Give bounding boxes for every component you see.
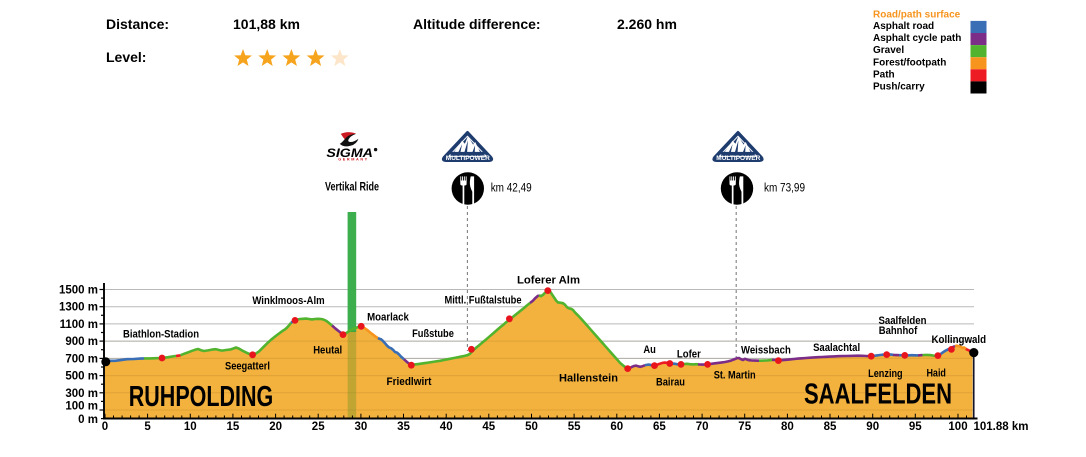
svg-text:SIGMA: SIGMA: [326, 146, 373, 160]
svg-text:Bahnhof: Bahnhof: [879, 325, 918, 337]
svg-text:700 m: 700 m: [65, 353, 98, 365]
svg-text:Push/carry: Push/carry: [873, 82, 925, 93]
svg-text:900 m: 900 m: [65, 336, 98, 348]
svg-text:Level:: Level:: [106, 49, 146, 65]
svg-text:0 m: 0 m: [78, 414, 98, 426]
svg-text:1300 m: 1300 m: [59, 302, 98, 314]
svg-text:Kollingwald: Kollingwald: [932, 334, 987, 346]
svg-text:St. Martin: St. Martin: [714, 369, 756, 381]
svg-text:5: 5: [144, 421, 151, 433]
svg-text:RUHPOLDING: RUHPOLDING: [129, 381, 274, 413]
svg-text:Saalachtal: Saalachtal: [813, 342, 860, 354]
svg-text:70: 70: [696, 421, 709, 433]
svg-text:Heutal: Heutal: [313, 345, 342, 357]
svg-text:Path: Path: [873, 69, 895, 80]
svg-text:75: 75: [738, 421, 751, 433]
svg-text:Fußstube: Fußstube: [412, 328, 454, 340]
svg-text:Weissbach: Weissbach: [741, 345, 791, 357]
svg-text:Bairau: Bairau: [656, 377, 685, 389]
svg-text:300 m: 300 m: [65, 388, 98, 400]
svg-text:Vertikal Ride: Vertikal Ride: [325, 180, 379, 194]
svg-text:Forest/footpath: Forest/footpath: [873, 57, 946, 68]
svg-text:2.260 hm: 2.260 hm: [617, 16, 677, 32]
svg-text:35: 35: [397, 421, 410, 433]
svg-text:Winklmoos-Alm: Winklmoos-Alm: [252, 295, 324, 307]
svg-text:80: 80: [781, 421, 794, 433]
svg-text:25: 25: [312, 421, 325, 433]
svg-text:GERMANY: GERMANY: [338, 158, 369, 162]
svg-text:10: 10: [184, 421, 197, 433]
svg-text:Lofer: Lofer: [677, 349, 702, 361]
svg-text:Road/path surface: Road/path surface: [873, 10, 961, 21]
svg-text:1100 m: 1100 m: [60, 319, 98, 331]
svg-text:Distance:: Distance:: [106, 16, 169, 32]
svg-text:Seegatterl: Seegatterl: [225, 361, 270, 373]
svg-text:1500 m: 1500 m: [59, 285, 98, 297]
svg-text:km 42,49: km 42,49: [491, 183, 532, 195]
svg-text:55: 55: [568, 421, 581, 433]
svg-text:Haid: Haid: [926, 367, 946, 379]
svg-text:95: 95: [909, 421, 922, 433]
svg-text:65: 65: [653, 421, 666, 433]
svg-text:Biathlon-Stadion: Biathlon-Stadion: [123, 329, 199, 341]
svg-text:90: 90: [866, 421, 879, 433]
svg-text:101,88 km: 101,88 km: [233, 16, 300, 32]
svg-text:Moarlack: Moarlack: [367, 311, 410, 323]
svg-text:85: 85: [824, 421, 837, 433]
svg-text:Lenzing: Lenzing: [868, 368, 903, 380]
svg-text:Hallenstein: Hallenstein: [559, 372, 618, 384]
svg-text:Asphalt cycle path: Asphalt cycle path: [873, 33, 961, 44]
svg-text:60: 60: [610, 421, 623, 433]
svg-text:100 m: 100 m: [65, 401, 98, 413]
svg-text:Au: Au: [643, 344, 656, 356]
svg-text:20: 20: [269, 421, 282, 433]
svg-text:101.88 km: 101.88 km: [974, 421, 1029, 433]
svg-text:Saalfelden: Saalfelden: [878, 315, 926, 327]
svg-text:Loferer Alm: Loferer Alm: [517, 274, 580, 286]
svg-text:km 73,99: km 73,99: [764, 183, 805, 195]
svg-text:40: 40: [440, 421, 453, 433]
svg-text:45: 45: [482, 421, 495, 433]
svg-text:Friedlwirt: Friedlwirt: [387, 376, 432, 388]
svg-text:Altitude difference:: Altitude difference:: [413, 16, 541, 32]
svg-text:500 m: 500 m: [65, 371, 98, 383]
svg-text:100: 100: [948, 421, 967, 433]
svg-text:50: 50: [525, 421, 538, 433]
svg-text:Mittl. Fußtalstube: Mittl. Fußtalstube: [444, 295, 521, 307]
svg-text:Asphalt road: Asphalt road: [873, 21, 934, 32]
svg-text:15: 15: [227, 421, 240, 433]
svg-text:0: 0: [102, 421, 108, 433]
svg-text:SAALFELDEN: SAALFELDEN: [804, 379, 952, 411]
svg-text:Gravel: Gravel: [873, 45, 904, 56]
svg-text:30: 30: [355, 421, 368, 433]
